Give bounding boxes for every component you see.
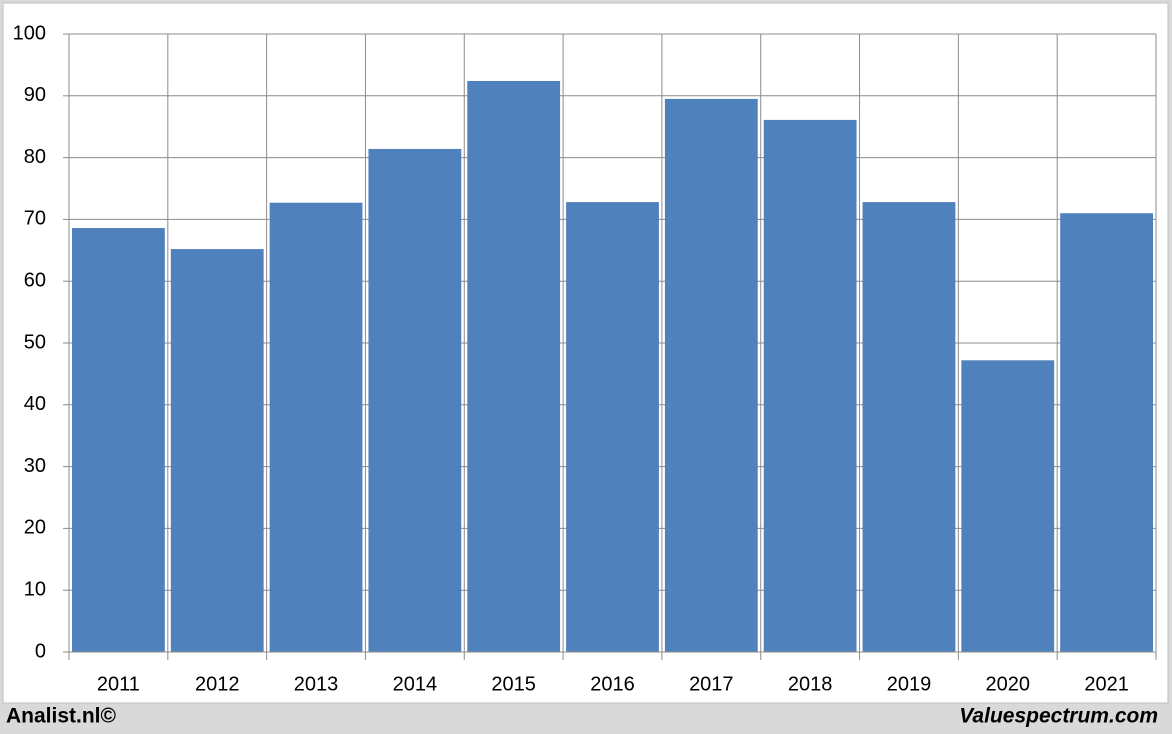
bar <box>368 148 462 652</box>
y-tick-label: 60 <box>24 269 46 291</box>
bar <box>170 249 264 652</box>
bar <box>1060 213 1153 652</box>
y-tick-label: 100 <box>13 22 46 44</box>
x-tick-label: 2011 <box>97 673 140 695</box>
y-tick-label: 80 <box>24 146 46 168</box>
x-tick-label: 2012 <box>195 673 240 695</box>
x-tick-label: 2016 <box>590 673 635 695</box>
bar <box>862 202 956 652</box>
bar <box>72 228 165 652</box>
x-tick-label: 2020 <box>986 673 1031 695</box>
y-tick-label: 70 <box>24 208 46 230</box>
x-tick-label: 2014 <box>393 673 438 695</box>
y-tick-label: 40 <box>24 393 46 415</box>
x-tick-label: 2015 <box>491 673 536 695</box>
x-tick-label: 2019 <box>887 673 932 695</box>
x-tick-label: 2013 <box>294 673 339 695</box>
y-tick-label: 90 <box>24 84 46 106</box>
y-tick-label: 30 <box>24 455 46 477</box>
bar <box>566 202 659 652</box>
x-tick-label: 2021 <box>1084 673 1129 695</box>
bar <box>763 119 857 653</box>
y-tick-label: 20 <box>24 517 46 539</box>
footer-left: Analist.nl© <box>6 705 117 728</box>
bar <box>961 360 1055 652</box>
bar <box>269 202 363 653</box>
x-tick-label: 2017 <box>689 673 734 695</box>
y-tick-label: 50 <box>24 331 46 353</box>
footer-right: Valuespectrum.com <box>959 705 1158 728</box>
x-tick-label: 2018 <box>788 673 833 695</box>
y-tick-label: 10 <box>24 578 46 600</box>
bar <box>467 80 561 652</box>
bar <box>664 98 758 652</box>
y-tick-label: 0 <box>35 640 46 662</box>
